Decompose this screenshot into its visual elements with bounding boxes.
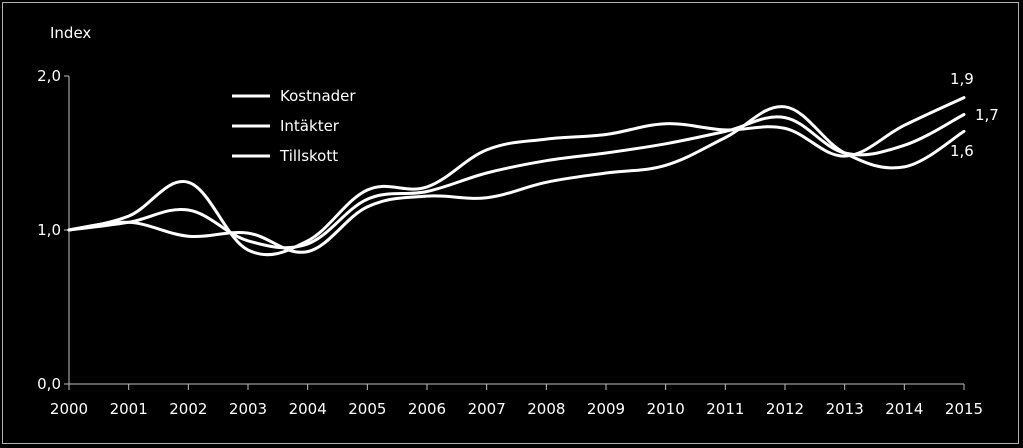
series-line-kostnader — [67, 113, 966, 250]
series-line-tillskott — [67, 96, 966, 257]
x-tick-label: 2015 — [945, 400, 983, 418]
x-tick-label: 2013 — [826, 400, 864, 418]
series-line-int-kter — [67, 105, 966, 254]
legend: Kostnader Intäkter Tillskott — [232, 87, 356, 165]
x-tick-label: 2007 — [468, 400, 506, 418]
y-tick-label: 0,0 — [37, 375, 61, 393]
legend-label: Kostnader — [280, 87, 356, 105]
x-tick-label: 2004 — [289, 400, 327, 418]
series-lines — [67, 96, 966, 257]
x-tick-label: 2001 — [110, 400, 148, 418]
x-tick-label: 2010 — [647, 400, 685, 418]
y-axis-label: Index — [50, 24, 91, 42]
x-tick-label: 2008 — [527, 400, 565, 418]
end-labels: 1,91,71,6 — [950, 70, 999, 160]
legend-label: Intäkter — [280, 117, 340, 135]
x-tick-label: 2014 — [885, 400, 923, 418]
y-tick-label: 1,0 — [37, 221, 61, 239]
end-value-label: 1,9 — [950, 70, 974, 88]
x-tick-label: 2002 — [169, 400, 207, 418]
x-tick-label: 2006 — [408, 400, 446, 418]
x-tick-label: 2012 — [766, 400, 804, 418]
x-tick-label: 2000 — [50, 400, 88, 418]
x-tick-label: 2011 — [706, 400, 744, 418]
y-tick-label: 2,0 — [37, 67, 61, 85]
axes: 0,0 1,0 2,0 2000 2001 2002 2003 2004 2005 2006 200… — [37, 67, 983, 418]
legend-label: Tillskott — [279, 147, 338, 165]
x-tick-label: 2005 — [348, 400, 386, 418]
x-tick-label: 2003 — [229, 400, 267, 418]
end-value-label: 1,7 — [975, 106, 999, 124]
end-value-label: 1,6 — [950, 142, 974, 160]
x-tick-label: 2009 — [587, 400, 625, 418]
